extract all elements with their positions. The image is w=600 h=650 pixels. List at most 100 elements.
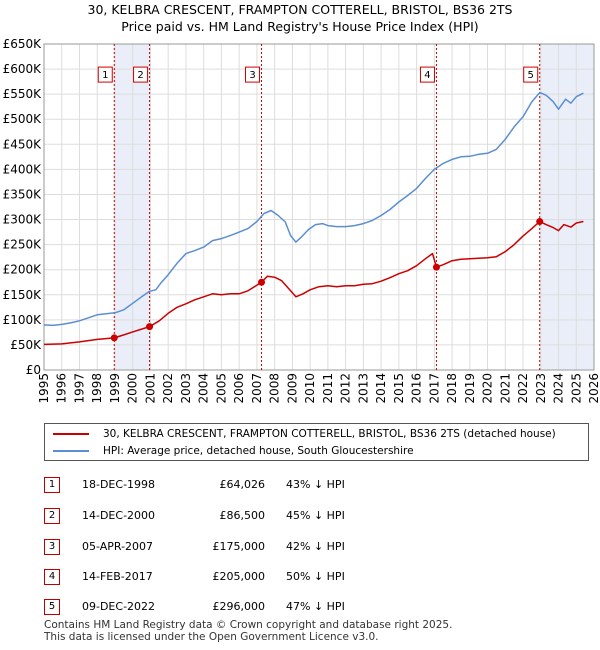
sale-label-number: 1 xyxy=(102,70,108,81)
sale-label-box xyxy=(133,66,149,83)
footer-copyright: Contains HM Land Registry data © Crown c… xyxy=(44,619,453,631)
legend-label-hpi: HPI: Average price, detached house, Sout… xyxy=(103,445,414,457)
sale-hpi-diff: 47% ↓ HPI xyxy=(286,600,345,613)
y-tick-label: £350K xyxy=(3,187,43,201)
sale-price: £205,000 xyxy=(212,570,266,583)
x-tick-label: 2013 xyxy=(356,373,370,404)
x-tick-label: 2016 xyxy=(410,373,424,404)
chart-title: 30, KELBRA CRESCENT, FRAMPTON COTTERELL,… xyxy=(87,2,513,17)
shaded-range xyxy=(114,44,150,370)
x-tick-label: 2011 xyxy=(321,373,335,404)
x-tick-label: 1999 xyxy=(108,373,122,404)
sale-point xyxy=(432,263,440,271)
x-tick-label: 2009 xyxy=(285,373,299,404)
x-tick-label: 2018 xyxy=(445,373,459,404)
sale-hpi-diff: 43% ↓ HPI xyxy=(286,478,345,491)
sale-label-number: 3 xyxy=(249,70,255,81)
legend: 30, KELBRA CRESCENT, FRAMPTON COTTERELL,… xyxy=(44,423,589,461)
sale-price: £175,000 xyxy=(212,540,266,553)
x-tick-label: 2004 xyxy=(197,373,211,404)
x-tick-label: 2014 xyxy=(374,373,388,404)
x-tick-label: 2019 xyxy=(463,373,477,404)
x-tick-label: 2007 xyxy=(250,373,264,404)
x-tick-label: 2012 xyxy=(339,373,353,404)
x-tick-label: 2024 xyxy=(552,373,566,404)
x-tick-label: 1996 xyxy=(55,373,69,404)
y-tick-label: £150K xyxy=(3,288,43,302)
sale-point xyxy=(536,218,544,226)
sale-number: 2 xyxy=(44,508,60,524)
footer: Contains HM Land Registry data © Crown c… xyxy=(44,619,452,643)
x-tick-label: 2025 xyxy=(569,373,583,404)
sale-label-box xyxy=(97,66,113,83)
legend-swatch-red xyxy=(53,433,89,435)
x-tick-label: 2020 xyxy=(481,373,495,404)
sale-label-number: 4 xyxy=(424,70,430,81)
table-row: 2 14-DEC-2000 £86,500 45% ↓ HPI xyxy=(0,508,600,528)
x-tick-label: 2008 xyxy=(268,373,282,404)
sale-label-number: 5 xyxy=(528,70,534,81)
x-tick-label: 2023 xyxy=(534,373,548,404)
table-row: 1 18-DEC-1998 £64,026 43% ↓ HPI xyxy=(0,477,600,497)
footer-licence: This data is licensed under the Open Gov… xyxy=(44,631,379,643)
sale-number: 3 xyxy=(44,539,60,555)
table-row: 4 14-FEB-2017 £205,000 50% ↓ HPI xyxy=(0,569,600,589)
sale-date: 05-APR-2007 xyxy=(82,540,154,553)
y-tick-label: £600K xyxy=(3,62,43,76)
table-row: 3 05-APR-2007 £175,000 42% ↓ HPI xyxy=(0,539,600,559)
x-tick-label: 2005 xyxy=(214,373,228,404)
legend-swatch-blue xyxy=(53,450,89,452)
legend-item-property: 30, KELBRA CRESCENT, FRAMPTON COTTERELL,… xyxy=(53,426,556,442)
x-tick-label: 2022 xyxy=(516,373,530,404)
y-tick-label: £0 xyxy=(26,363,41,377)
x-tick-label: 2002 xyxy=(161,373,175,404)
price-chart: £0 £50K £100K £150K £200K £250K £300K £350K £400… xyxy=(3,37,600,404)
x-tick-label: 2017 xyxy=(427,373,441,404)
shaded-range xyxy=(539,44,594,370)
sale-number: 1 xyxy=(44,477,60,493)
sale-label-number: 2 xyxy=(137,70,143,81)
x-tick-label: 2015 xyxy=(392,373,406,404)
sale-price: £64,026 xyxy=(219,478,266,491)
sale-hpi-diff: 45% ↓ HPI xyxy=(286,509,345,522)
sale-number: 5 xyxy=(44,599,60,615)
sale-date: 18-DEC-1998 xyxy=(82,478,156,491)
sale-date: 14-DEC-2000 xyxy=(82,509,156,522)
y-tick-label: £50K xyxy=(10,338,42,352)
y-tick-label: £250K xyxy=(3,238,43,252)
series-line-hpi xyxy=(43,91,584,327)
chart-subtitle: Price paid vs. HM Land Registry's House … xyxy=(121,19,479,34)
sale-hpi-diff: 42% ↓ HPI xyxy=(286,540,345,553)
y-tick-label: £500K xyxy=(3,112,43,126)
x-tick-label: 2001 xyxy=(143,373,157,404)
y-tick-label: £100K xyxy=(3,313,43,327)
y-tick-label: £450K xyxy=(3,137,43,151)
legend-item-hpi: HPI: Average price, detached house, Sout… xyxy=(53,443,414,459)
x-tick-label: 1997 xyxy=(72,373,86,404)
sale-date: 09-DEC-2022 xyxy=(82,600,156,613)
sale-label-box xyxy=(245,66,261,83)
chart-title-block: 30, KELBRA CRESCENT, FRAMPTON COTTERELL,… xyxy=(0,1,600,35)
sale-label-box xyxy=(523,66,539,83)
y-tick-label: £400K xyxy=(3,162,43,176)
x-tick-label: 2006 xyxy=(232,373,246,404)
x-tick-label: 2010 xyxy=(303,373,317,404)
x-tick-label: 2000 xyxy=(126,373,140,404)
y-tick-label: £650K xyxy=(3,37,43,51)
sale-point xyxy=(258,278,266,286)
sale-label-box xyxy=(419,66,435,83)
sale-date: 14-FEB-2017 xyxy=(82,570,153,583)
table-row: 5 09-DEC-2022 £296,000 47% ↓ HPI xyxy=(0,599,600,619)
x-tick-label: 2021 xyxy=(498,373,512,404)
sale-point xyxy=(110,334,118,342)
sale-price: £296,000 xyxy=(212,600,266,613)
legend-label-property: 30, KELBRA CRESCENT, FRAMPTON COTTERELL,… xyxy=(103,428,556,440)
x-tick-label: 2026 xyxy=(587,373,600,404)
sale-point xyxy=(146,323,154,331)
x-tick-label: 2003 xyxy=(179,373,193,404)
y-tick-label: £300K xyxy=(3,213,43,227)
y-tick-label: £200K xyxy=(3,263,43,277)
plot-frame xyxy=(43,43,595,371)
series-line-property xyxy=(43,220,584,346)
x-tick-label: 1998 xyxy=(90,373,104,404)
